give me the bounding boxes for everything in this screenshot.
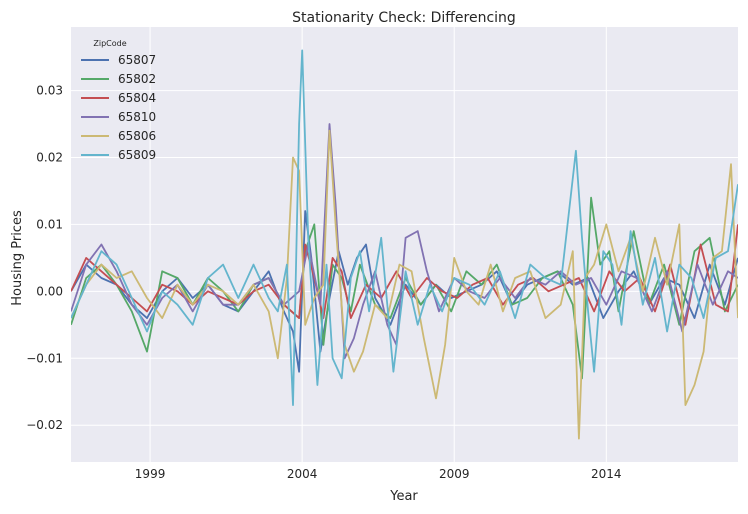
y-axis-label: Housing Prices [10, 210, 25, 306]
y-tick-label: −0.02 [26, 418, 63, 432]
legend: ZipCode 65807 65802 65804 65810 65806 65809 [81, 39, 156, 162]
legend-label-65802: 65802 [118, 72, 156, 86]
legend-label-65810: 65810 [118, 110, 156, 124]
legend-title: ZipCode [93, 39, 126, 48]
y-tick-label: 0.02 [36, 151, 63, 165]
x-axis-label: Year [389, 489, 418, 504]
y-tick-label: 0.01 [36, 217, 63, 231]
x-grid [149, 27, 607, 462]
x-tick-label: 1999 [135, 467, 166, 481]
y-tick-label: 0.00 [36, 284, 63, 298]
y-tick-labels: −0.02 −0.01 0.00 0.01 0.02 0.03 [26, 84, 63, 433]
legend-label-65809: 65809 [118, 148, 156, 162]
chart-title: Stationarity Check: Differencing [292, 10, 516, 26]
legend-label-65806: 65806 [118, 129, 156, 143]
x-tick-label: 2009 [439, 467, 470, 481]
series-line-65809 [71, 49, 738, 407]
y-tick-label: −0.01 [26, 351, 63, 365]
legend-label-65807: 65807 [118, 53, 156, 67]
x-tick-label: 2004 [287, 467, 318, 481]
series-line-65810 [71, 123, 738, 360]
legend-label-65804: 65804 [118, 91, 156, 105]
x-tick-label: 2014 [591, 467, 622, 481]
x-tick-labels: 1999 2004 2009 2014 [135, 467, 622, 481]
series-line-65806 [71, 129, 738, 440]
y-tick-label: 0.03 [36, 84, 63, 98]
series-lines [71, 49, 738, 440]
